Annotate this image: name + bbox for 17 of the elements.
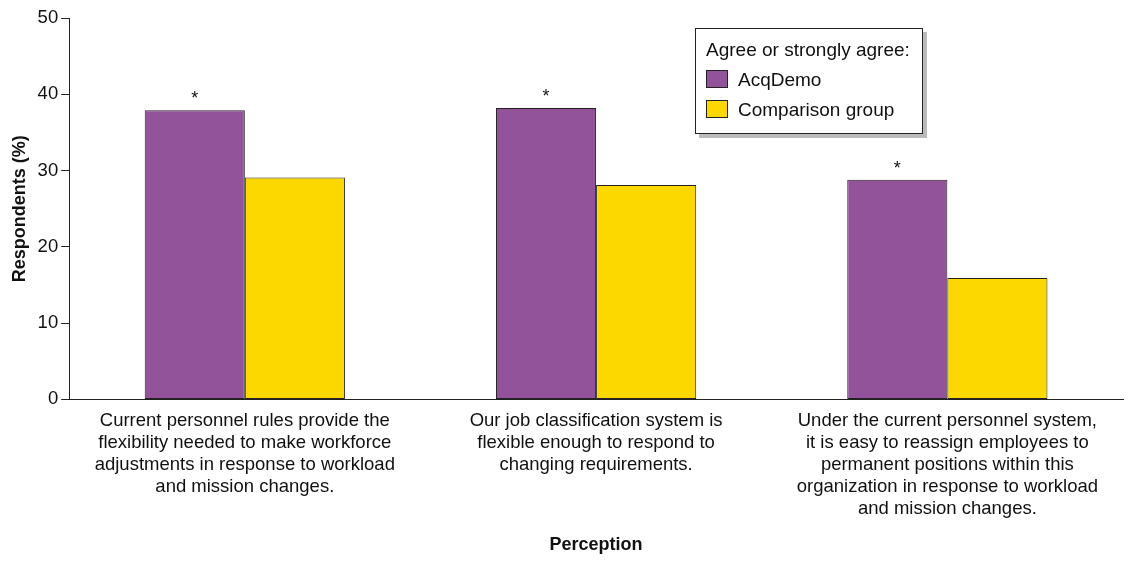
x-tick-label: Our job classification system is flexible enough to respond to changing requirements. bbox=[469, 408, 723, 474]
annotation: * bbox=[542, 85, 550, 106]
annotation: * bbox=[191, 88, 199, 109]
legend-label: Comparison group bbox=[738, 99, 895, 120]
x-axis-title: Perception bbox=[549, 534, 643, 555]
x-tick-label: Current personnel rules provide the flexibility needed to make workforce adjustments in response to workload and mission changes. bbox=[94, 408, 395, 497]
y-tick-label: 40 bbox=[37, 82, 59, 104]
y-tick-label: 20 bbox=[37, 234, 59, 256]
y-tick-label: 0 bbox=[47, 387, 59, 409]
y-tick-label: 10 bbox=[37, 311, 59, 333]
y-tick-label: 30 bbox=[37, 158, 59, 180]
y-axis-title: Respondents (%) bbox=[8, 135, 29, 283]
annotation: * bbox=[893, 157, 901, 178]
legend-title: Agree or strongly agree: bbox=[706, 38, 910, 62]
x-tick-label: Under the current personnel system, it is easy to reassign employees to permanent positions within this organization in response to workload and mission changes. bbox=[796, 408, 1099, 519]
legend-label: AcqDemo bbox=[738, 69, 822, 90]
y-tick-label: 50 bbox=[37, 6, 59, 28]
